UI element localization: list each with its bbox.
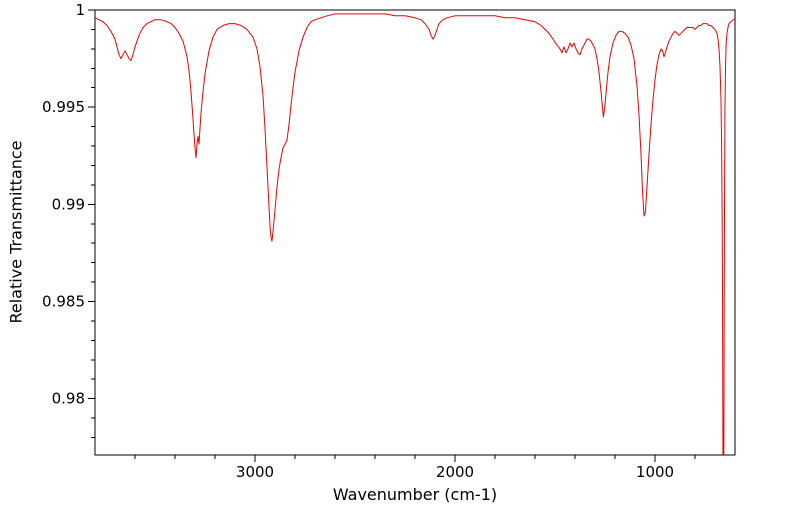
y-tick-label: 0.99 (52, 195, 85, 213)
y-tick-label: 0.98 (52, 390, 85, 408)
x-tick-label: 2000 (436, 463, 474, 481)
plot-border (94, 9, 736, 456)
y-tick-label: 0.985 (42, 292, 85, 310)
spectrum-line (95, 13, 735, 455)
y-axis-label: Relative Transmittance (6, 140, 26, 324)
x-tick-label: 1000 (636, 463, 674, 481)
y-tick-label: 1 (75, 1, 85, 19)
x-axis-label: Wavenumber (cm-1) (332, 485, 498, 504)
x-tick-label: 3000 (236, 463, 274, 481)
y-tick-label: 0.995 (42, 98, 85, 116)
